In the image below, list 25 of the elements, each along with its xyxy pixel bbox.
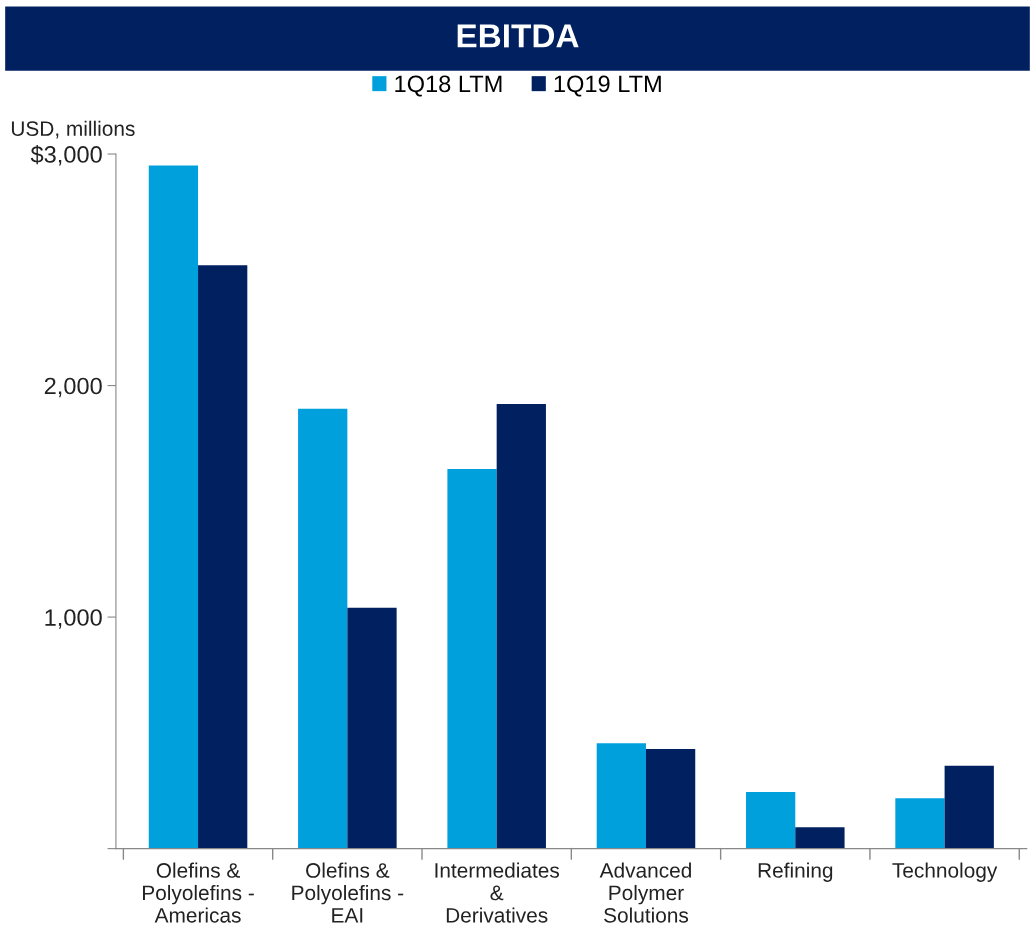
- bar: [496, 404, 546, 849]
- bar: [596, 743, 646, 849]
- x-tick-label: Refining: [758, 862, 833, 882]
- x-tick-label: Olefins & Polyolefins - Americas: [143, 862, 254, 923]
- legend-label: 1Q18 LTM: [395, 75, 502, 97]
- x-tick-label: Intermediates & Derivatives: [435, 862, 560, 923]
- bar: [795, 827, 845, 849]
- bar: [148, 165, 199, 849]
- x-tick-label: Advanced Polymer Solutions: [599, 862, 691, 923]
- bar: [645, 749, 696, 849]
- y-tick-label: 2,000: [44, 377, 102, 398]
- bar: [895, 798, 945, 849]
- bar: [198, 265, 248, 849]
- y-tick-label: $3,000: [30, 145, 102, 166]
- x-tick-label: Technology: [892, 862, 998, 882]
- bar: [347, 607, 397, 849]
- bar: [447, 468, 497, 849]
- bar: [746, 791, 796, 849]
- bar: [298, 408, 348, 849]
- bar: [944, 765, 994, 849]
- y-axis-title: USD, millions: [11, 120, 135, 139]
- chart-title: EBITDA: [457, 24, 579, 48]
- x-tick-label: Olefins & Polyolefins - EAI: [292, 862, 404, 923]
- legend-label: 1Q19 LTM: [554, 75, 661, 97]
- y-tick-label: 1,000: [45, 609, 102, 629]
